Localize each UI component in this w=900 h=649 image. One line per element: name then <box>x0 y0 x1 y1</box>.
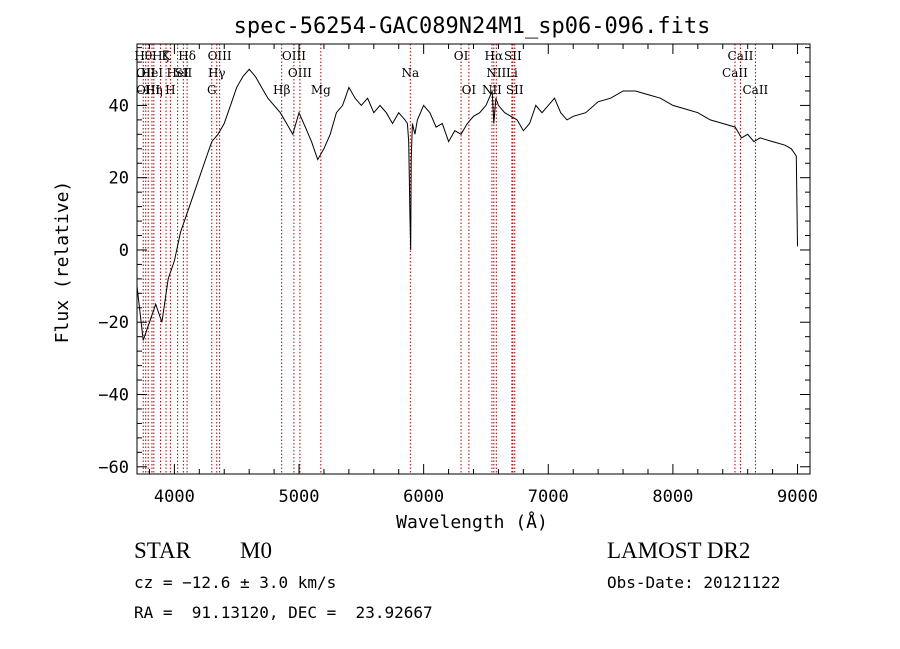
line-label: Hζ <box>152 49 169 63</box>
x-tick-label: 5000 <box>279 487 320 507</box>
line-label: Li <box>506 66 518 80</box>
obs-date-text: Obs-Date: 20121122 <box>607 573 781 592</box>
line-label: CaII <box>728 49 754 63</box>
object-class: STAR <box>134 538 191 563</box>
line-label: CaII <box>722 66 748 80</box>
line-label: OI <box>462 83 477 97</box>
plot-frame <box>136 43 811 475</box>
object-subclass: M0 <box>240 538 272 563</box>
line-label: Hγ <box>208 66 226 80</box>
spectrum-line <box>136 68 798 341</box>
line-label: SII <box>504 49 522 63</box>
y-tick-label: 20 <box>109 169 129 189</box>
survey-name: LAMOST DR2 <box>607 538 751 563</box>
coords-text: RA = 91.13120, DEC = 23.92667 <box>134 603 433 622</box>
y-tick-label: −40 <box>98 386 129 406</box>
line-label: K <box>162 49 172 63</box>
line-label: OI <box>454 49 469 63</box>
line-label: G <box>207 83 217 97</box>
line-label: Na <box>401 66 419 80</box>
line-label: Hα <box>485 49 504 63</box>
line-label: HeI <box>141 66 164 80</box>
x-tick-label: 8000 <box>652 487 693 507</box>
y-tick-label: 40 <box>109 96 129 116</box>
line-label: SII <box>175 66 193 80</box>
line-label: Hη <box>145 83 163 97</box>
line-label: SII <box>506 83 524 97</box>
axis-tick-labels: 4000 5000 6000 7000 8000 9000 −60 −40 −20 0 20 40 <box>98 96 818 507</box>
emission-line-markers <box>142 44 756 474</box>
line-label: Hδ <box>178 49 196 63</box>
line-label: Hθ <box>134 49 152 63</box>
y-axis-label: Flux (relative) <box>52 181 73 344</box>
y-tick-label: −20 <box>98 313 129 333</box>
line-label: Hβ <box>273 83 290 97</box>
line-label: Mg <box>311 83 331 97</box>
x-axis-label: Wavelength (Å) <box>396 511 548 533</box>
line-label: OIII <box>282 49 306 63</box>
redshift-text: cz = −12.6 ± 3.0 km/s <box>134 573 337 592</box>
line-label: HeI <box>166 66 189 80</box>
emission-line-labels: HθOIIOIIIHeIHηHζKHHeISIIHδGHγOIIIHβOIIIO… <box>134 49 768 97</box>
x-tick-label: 9000 <box>777 487 818 507</box>
chart-title: spec-56254-GAC089N24M1_sp06-096.fits <box>234 14 711 39</box>
line-label: H <box>165 83 175 97</box>
axis-ticks <box>137 44 810 474</box>
line-label: CaII <box>742 83 768 97</box>
line-label: OIII <box>136 83 160 97</box>
line-label: NII <box>486 66 506 80</box>
x-tick-label: 6000 <box>403 487 444 507</box>
x-tick-label: 7000 <box>528 487 569 507</box>
x-tick-label: 4000 <box>154 487 195 507</box>
y-tick-label: −60 <box>98 458 129 478</box>
line-label: NII <box>482 83 502 97</box>
y-tick-label: 0 <box>119 241 129 261</box>
line-label: OIII <box>208 49 232 63</box>
line-label: OIII <box>288 66 312 80</box>
